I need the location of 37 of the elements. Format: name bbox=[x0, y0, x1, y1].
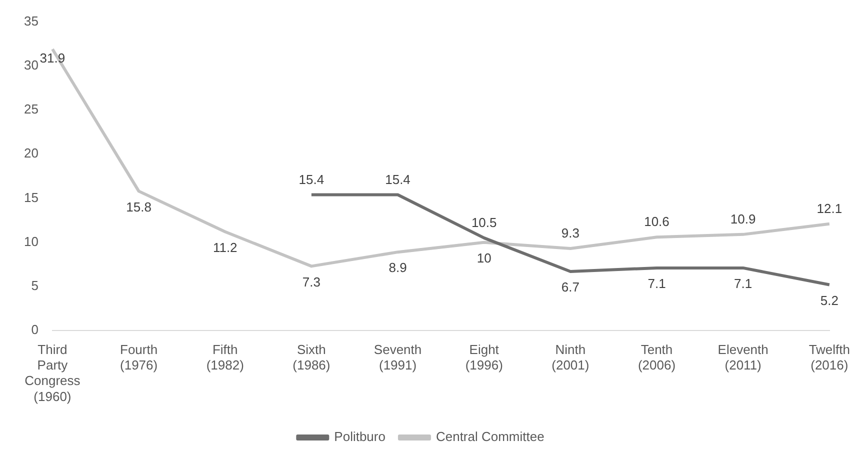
y-tick-label: 20 bbox=[24, 146, 38, 161]
data-label: 10 bbox=[476, 250, 492, 266]
x-tick-label: Third Party Congress (1960) bbox=[24, 342, 81, 404]
y-tick-label: 5 bbox=[31, 278, 38, 294]
x-tick-label: Sixth (1986) bbox=[292, 342, 330, 373]
data-label: 15.4 bbox=[298, 172, 324, 187]
data-label: 7.1 bbox=[734, 276, 752, 292]
data-label: 11.2 bbox=[212, 240, 238, 255]
data-label: 10.5 bbox=[471, 215, 497, 230]
x-tick-label: Twelfth (2016) bbox=[808, 342, 850, 373]
legend-label: Politburo bbox=[334, 429, 386, 444]
y-tick-label: 10 bbox=[24, 234, 38, 249]
x-tick-label: Seventh (1991) bbox=[374, 342, 422, 373]
data-label: 15.4 bbox=[385, 172, 410, 187]
x-tick-label: Fourth (1976) bbox=[120, 342, 158, 373]
data-label: 15.8 bbox=[126, 199, 152, 214]
data-label: 5.2 bbox=[820, 292, 838, 308]
y-tick-label: 15 bbox=[24, 190, 38, 205]
data-label: 9.3 bbox=[561, 226, 580, 241]
x-tick-label: Tenth (2006) bbox=[638, 342, 676, 373]
data-label: 10.9 bbox=[730, 212, 756, 227]
y-tick-label: 35 bbox=[24, 13, 38, 28]
x-tick-label: Eight (1996) bbox=[465, 342, 503, 373]
x-tick-label: Fifth (1982) bbox=[206, 342, 244, 373]
x-tick-label: Ninth (2001) bbox=[552, 342, 590, 373]
x-tick-label: Eleventh (2011) bbox=[718, 342, 768, 373]
data-label: 7.1 bbox=[648, 276, 666, 292]
data-label: 12.1 bbox=[816, 200, 842, 216]
data-label: 6.7 bbox=[561, 280, 580, 295]
data-label: 8.9 bbox=[388, 260, 407, 276]
y-tick-label: 25 bbox=[24, 102, 38, 117]
data-label: 10.6 bbox=[644, 214, 670, 230]
legend-label: Central Committee bbox=[436, 429, 544, 444]
y-tick-label: 0 bbox=[31, 322, 38, 338]
y-tick-label: 30 bbox=[24, 57, 38, 72]
data-label: 7.3 bbox=[302, 274, 320, 290]
data-label: 31.9 bbox=[40, 50, 66, 66]
